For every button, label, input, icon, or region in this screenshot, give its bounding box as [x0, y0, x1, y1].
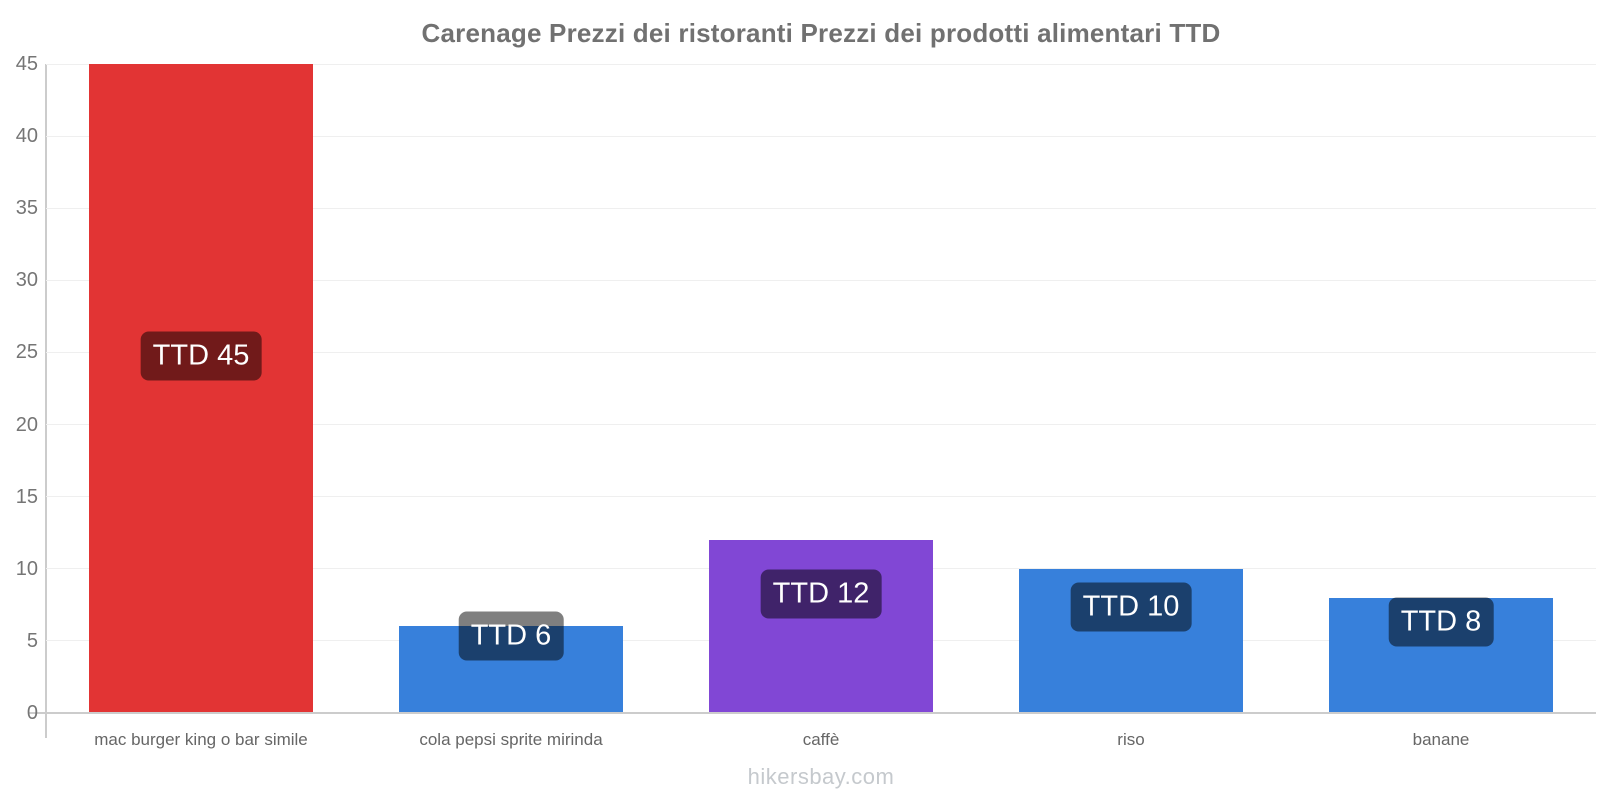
watermark-hikersbay: hikersbay.com: [747, 764, 895, 789]
x-axis-category-label-4: riso: [1117, 730, 1145, 749]
x-axis-category-label-1: mac burger king o bar simile: [94, 730, 308, 749]
x-axis-category-label-3: caffè: [802, 730, 840, 749]
y-axis-tick-label-45: 45: [15, 53, 38, 75]
y-axis-tick-label-0: 0: [26, 702, 38, 724]
y-axis-tick-label-20: 20: [15, 413, 38, 436]
gridline-35: [46, 207, 1596, 209]
gridline-20: [46, 424, 1596, 426]
bar-value-badge-3: TTD 12: [760, 569, 882, 619]
x-axis-baseline: [46, 712, 1596, 714]
gridline-40: [46, 135, 1596, 137]
x-axis-category-label-2: cola pepsi sprite mirinda: [419, 730, 603, 749]
bar-value-badge-5: TTD 8: [1388, 597, 1494, 647]
y-axis-tick-label-5: 5: [26, 629, 38, 652]
bar-caffè[interactable]: [709, 539, 933, 712]
gridline-25: [46, 351, 1596, 353]
x-axis-zero-tick: [28, 712, 46, 714]
y-axis-tick-label-10: 10: [15, 557, 38, 580]
y-axis-line: [45, 64, 47, 738]
y-axis-tick-label-40: 40: [15, 125, 38, 148]
y-axis-tick-label-25: 25: [15, 341, 38, 364]
gridline-45: [46, 63, 1596, 65]
bar-value-badge-1: TTD 45: [140, 331, 262, 381]
y-axis-tick-label-35: 35: [15, 197, 38, 220]
chart-title: Carenage Prezzi dei ristoranti Prezzi de…: [421, 18, 1221, 48]
y-axis-tick-label-30: 30: [15, 269, 38, 292]
gridline-30: [46, 279, 1596, 281]
bar-value-badge-4: TTD 10: [1070, 582, 1192, 632]
gridline-15: [46, 496, 1596, 498]
x-axis-category-label-5: banane: [1412, 730, 1470, 749]
y-axis-tick-label-15: 15: [15, 485, 38, 508]
bar-value-badge-2: TTD 6: [458, 611, 564, 661]
bar-mac-burger-king-o-bar-simile[interactable]: [89, 64, 313, 712]
